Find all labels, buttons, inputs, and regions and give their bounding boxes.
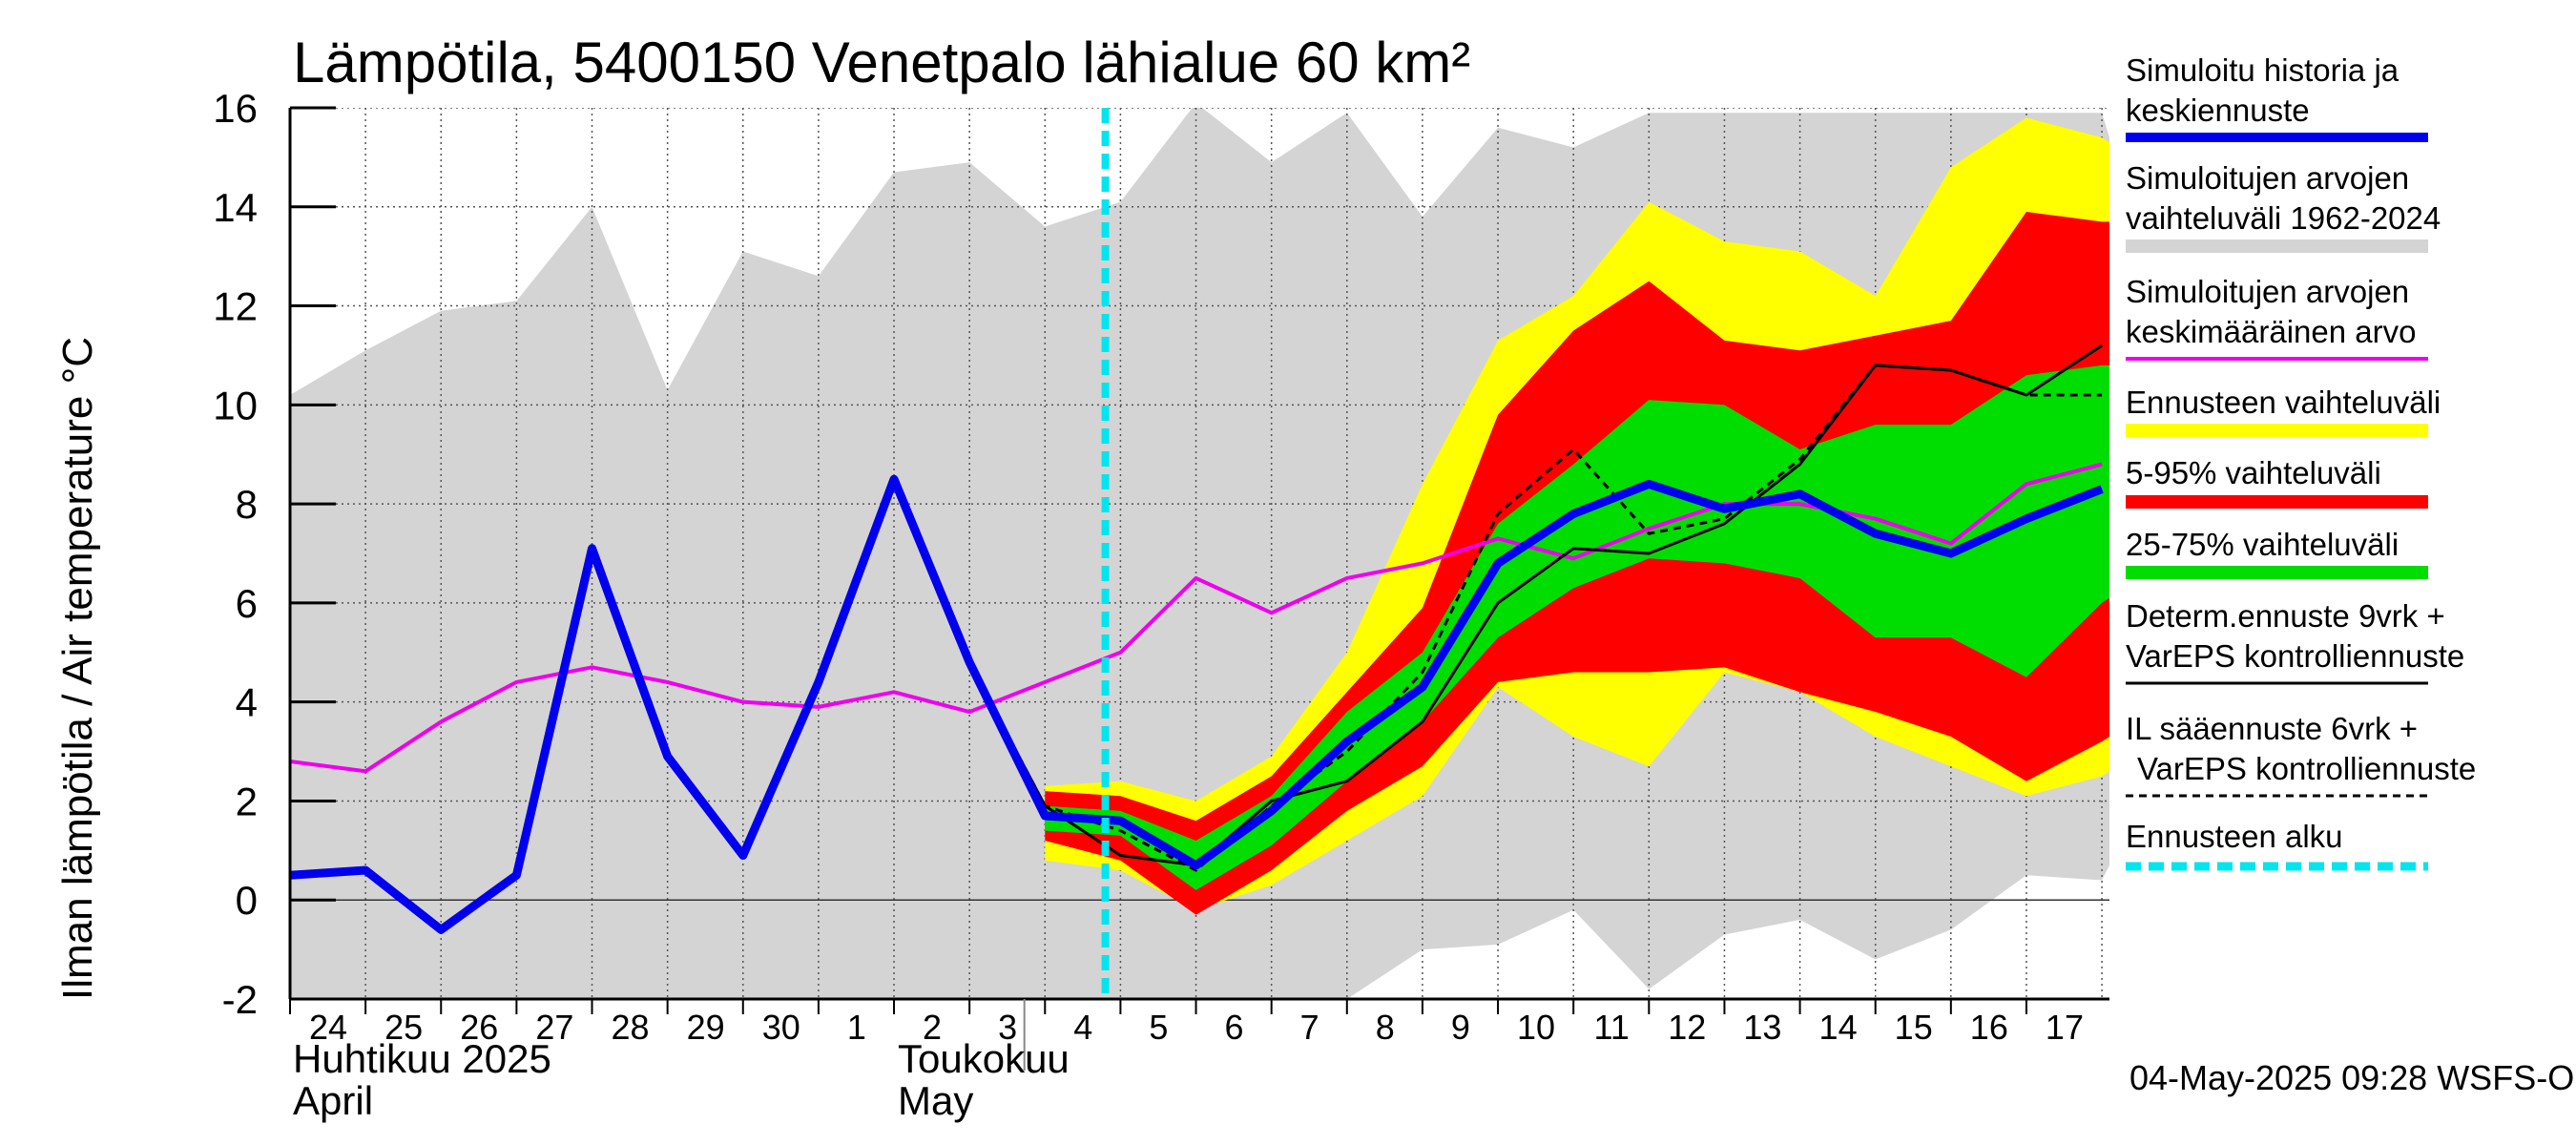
legend-simulated-label: Simuloitu historia ja keskiennuste — [2126, 52, 2399, 128]
y-tick-label: 16 — [213, 86, 258, 131]
x-tick-label: 25 — [384, 1008, 423, 1047]
plot-area — [288, 108, 2109, 1071]
x-tick-label: 2 — [923, 1008, 942, 1047]
x-tick-label: 13 — [1743, 1008, 1781, 1047]
y-axis-ticks: -2 0 2 4 6 8 10 12 14 16 — [213, 86, 336, 1022]
legend: Simuloitu historia ja keskiennuste Simulo… — [2126, 52, 2476, 871]
x-tick-label: 28 — [611, 1008, 649, 1047]
x-tick-label: 4 — [1073, 1008, 1092, 1047]
simulated-line — [290, 474, 2104, 934]
x-tick-label: 14 — [1819, 1008, 1858, 1047]
x-tick-label: 1 — [847, 1008, 866, 1047]
y-tick-label: 0 — [236, 878, 258, 923]
x-tick-label: 10 — [1517, 1008, 1555, 1047]
legend-il-label: IL sääennuste 6vrk + VarEPS kontrolliennu… — [2126, 711, 2476, 786]
month-labels: Huhtikuu 2025 April Toukokuu May — [293, 1036, 1070, 1123]
x-tick-label: 9 — [1451, 1008, 1470, 1047]
legend-determ-label: Determ.ennuste 9vrk + VarEPS kontrollienn… — [2126, 598, 2464, 674]
x-tick-label: 26 — [460, 1008, 498, 1047]
x-tick-label: 27 — [535, 1008, 573, 1047]
x-tick-label: 29 — [687, 1008, 725, 1047]
legend-forecast-start-label: Ennusteen alku — [2126, 819, 2343, 854]
plot-content — [290, 108, 2109, 999]
x-tick-label: 30 — [762, 1008, 800, 1047]
legend-ensemble-range-label: Ennusteen vaihteluväli — [2126, 385, 2441, 420]
y-tick-label: 6 — [236, 581, 258, 626]
chart-title: Lämpötila, 5400150 Venetpalo lähialue 60… — [293, 31, 1470, 94]
x-tick-label: 7 — [1300, 1008, 1319, 1047]
y-tick-label: 8 — [236, 482, 258, 527]
x-tick-label: 5 — [1149, 1008, 1168, 1047]
y-tick-label: 14 — [213, 185, 258, 230]
x-tick-label: 3 — [998, 1008, 1017, 1047]
legend-history-range-label: Simuloitujen arvojen vaihteluväli 1962-20… — [2126, 160, 2441, 236]
x-tick-label: 8 — [1376, 1008, 1395, 1047]
month-label-may-fi: Toukokuu — [898, 1036, 1070, 1081]
y-tick-label: 4 — [236, 680, 258, 725]
month-label-april-en: April — [293, 1078, 373, 1123]
y-tick-label: 12 — [213, 284, 258, 329]
legend-p25-75-label: 25-75% vaihteluväli — [2126, 527, 2399, 562]
x-tick-label: 6 — [1225, 1008, 1244, 1047]
mean-line — [290, 462, 2103, 774]
x-tick-label: 24 — [309, 1008, 347, 1047]
x-axis-ticks: 24 25 26 27 28 29 30 1 2 3 4 5 6 7 8 9 10 11 12 13 14 15 16 17 — [289, 999, 2084, 1047]
x-tick-label: 15 — [1895, 1008, 1933, 1047]
y-tick-label: 2 — [236, 779, 258, 823]
x-tick-label: 12 — [1668, 1008, 1706, 1047]
legend-mean-label: Simuloitujen arvojen keskimääräinen arvo — [2126, 274, 2416, 349]
p25-75-band — [1045, 364, 2109, 890]
legend-p5-95-label: 5-95% vaihteluväli — [2126, 455, 2381, 490]
y-axis-label: Ilman lämpötila / Air temperature °C — [54, 337, 101, 1000]
month-label-april-fi: Huhtikuu 2025 — [293, 1036, 551, 1081]
x-tick-label: 16 — [1970, 1008, 2008, 1047]
x-tick-label: 17 — [2046, 1008, 2084, 1047]
month-label-may-en: May — [898, 1078, 973, 1123]
y-tick-label: -2 — [222, 977, 258, 1022]
timestamp: 04-May-2025 09:28 WSFS-O — [2129, 1058, 2574, 1097]
y-tick-label: 10 — [213, 383, 258, 427]
x-tick-label: 11 — [1593, 1008, 1629, 1047]
